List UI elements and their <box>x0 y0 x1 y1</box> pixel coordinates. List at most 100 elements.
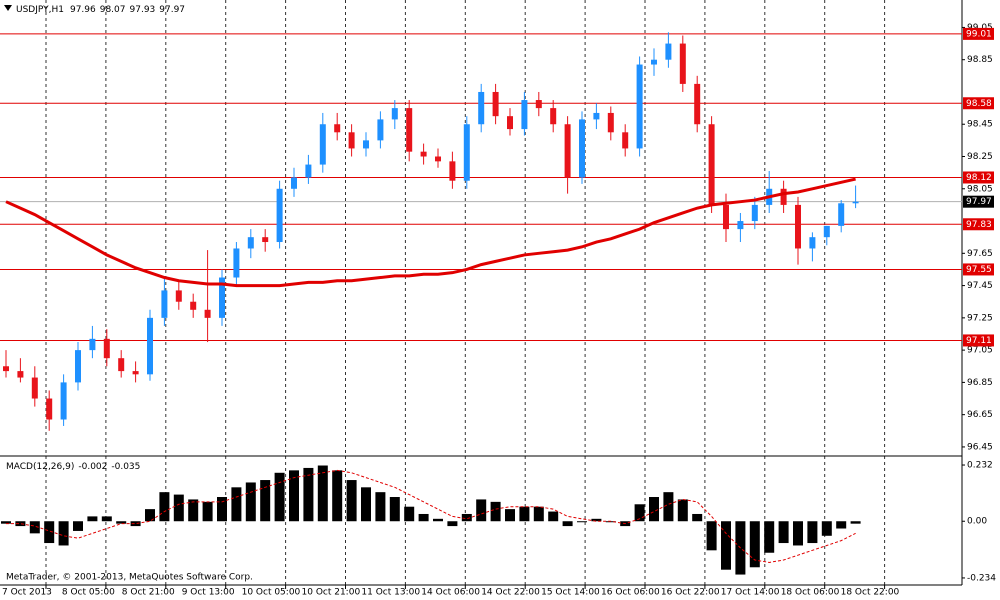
candle-body <box>708 124 715 205</box>
macd-bar <box>260 480 271 522</box>
macd-bar <box>1 521 11 524</box>
macd-bar <box>274 472 285 522</box>
x-tick-label: 10 Oct 05:00 <box>242 588 301 598</box>
y-tick-label: 0.00 <box>967 517 987 527</box>
candle-body <box>363 140 369 149</box>
x-tick-label: 14 Oct 22:00 <box>481 588 540 598</box>
macd-bar <box>418 513 429 522</box>
macd-bar <box>231 487 242 522</box>
candle-body <box>723 204 729 230</box>
candle-body <box>809 237 816 249</box>
macd-bar <box>130 521 141 527</box>
macd-bar <box>346 480 357 522</box>
candle-body <box>478 91 485 125</box>
candle-body <box>204 309 211 318</box>
y-tick-label: 97.65 <box>967 249 993 259</box>
x-tick-label: 10 Oct 21:00 <box>302 588 361 598</box>
macd-bar <box>389 497 400 522</box>
candle-body <box>247 237 254 249</box>
close: 97.97 <box>159 5 185 15</box>
signal-line <box>6 469 856 563</box>
macd-bar <box>145 509 155 522</box>
x-tick-label: 8 Oct 21:00 <box>122 588 175 598</box>
x-tick-label: 18 Oct 06:00 <box>781 588 840 598</box>
level-label: 97.11 <box>966 336 992 346</box>
level-label: 99.01 <box>966 29 992 39</box>
macd-bar <box>188 499 199 522</box>
moving-average <box>5 177 856 288</box>
candle-body <box>420 151 427 157</box>
last-price-tag <box>963 195 994 208</box>
signal-value: -0.035 <box>111 462 140 472</box>
candle-body <box>132 371 139 375</box>
macd-bar <box>433 518 443 522</box>
macd-bar <box>505 509 515 522</box>
candle-body <box>636 64 643 149</box>
candle-body <box>550 108 557 125</box>
candle-body <box>46 398 53 420</box>
candle-body <box>665 43 672 60</box>
macd-bar <box>58 521 69 546</box>
macd-bar <box>764 521 775 553</box>
candle-body <box>492 91 499 117</box>
x-tick-label: 7 Oct 2013 <box>2 588 52 598</box>
macd-bar <box>706 521 717 551</box>
macd-bar <box>202 501 213 522</box>
macd-bar <box>721 521 731 570</box>
candle-body <box>435 156 441 162</box>
macd-bar <box>447 521 458 527</box>
macd-bar <box>404 506 415 522</box>
copyright: MetaTrader, © 2001-2013, MetaQuotes Soft… <box>6 573 253 583</box>
x-tick-label: 16 Oct 06:00 <box>601 588 660 598</box>
macd-bar <box>562 521 573 527</box>
macd-bar <box>29 521 40 534</box>
macd-bar <box>375 492 386 522</box>
y-tick-label: 97.45 <box>967 281 993 291</box>
candle-body <box>175 290 182 302</box>
macd-bar <box>821 521 832 536</box>
candle-body <box>118 358 125 372</box>
macd-header: MACD(12,26,9) -0.002 -0.035 <box>6 462 140 472</box>
level-tag <box>963 97 994 110</box>
macd-bar <box>692 513 703 522</box>
macd-bar <box>778 521 789 544</box>
candle-body <box>694 83 701 125</box>
candle-body <box>75 350 81 383</box>
candle-body <box>233 248 240 278</box>
macd-bar <box>850 521 861 524</box>
last-price-label: 97.97 <box>966 197 992 207</box>
candle-body <box>31 377 38 399</box>
candle-body <box>89 338 96 351</box>
x-tick-label: 17 Oct 14:00 <box>721 588 780 598</box>
macd-title: MACD(12,26,9) <box>6 462 74 472</box>
open: 97.96 <box>70 5 96 15</box>
candle-body <box>838 203 845 226</box>
macd-bar <box>303 467 314 522</box>
macd-bar <box>490 501 501 522</box>
candle-body <box>219 277 225 318</box>
macd-bar <box>159 492 170 522</box>
macd-bar <box>649 497 659 522</box>
level-label: 98.58 <box>966 99 992 109</box>
candle-body <box>579 119 585 178</box>
candle-body <box>607 112 614 133</box>
candle-body <box>147 317 153 375</box>
y-tick-label: 97.05 <box>967 346 993 356</box>
level-label: 97.55 <box>966 265 992 275</box>
candle-body <box>60 382 67 420</box>
macd-bar <box>591 518 602 522</box>
y-tick-label: 97.25 <box>967 313 993 323</box>
candle-body <box>449 161 456 181</box>
level-label: 98.12 <box>966 173 992 183</box>
high: 98.07 <box>100 5 126 15</box>
macd-bar <box>577 521 587 523</box>
macd-bar <box>15 521 26 527</box>
level-label: 97.83 <box>966 220 992 230</box>
y-tick-label: 98.05 <box>967 184 993 194</box>
menu-arrow[interactable] <box>4 5 12 11</box>
candle-body <box>3 366 9 372</box>
macd-bar <box>533 506 544 522</box>
candle-body <box>406 108 413 152</box>
